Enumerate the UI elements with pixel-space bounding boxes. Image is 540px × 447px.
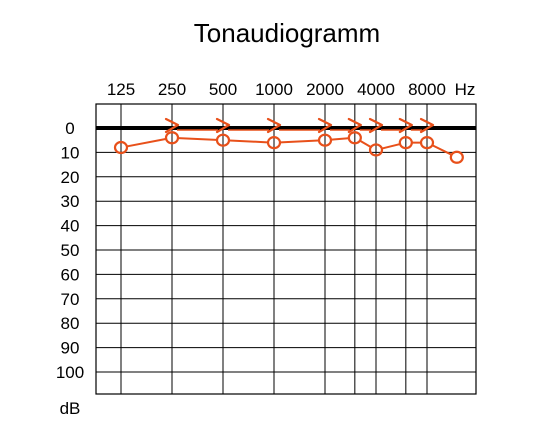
x-unit-label: Hz [455, 80, 476, 99]
data-point-chevron [317, 117, 333, 134]
y-unit-label: dB [60, 399, 81, 418]
data-point-chevron [398, 117, 413, 134]
series-line-segment [432, 144, 452, 156]
series-line-segment [229, 139, 268, 144]
series-line-segment [331, 137, 349, 141]
y-tick-label: 20 [61, 168, 80, 187]
data-point-chevron [164, 117, 180, 134]
series-line-segment [359, 140, 371, 148]
plot-border [95, 103, 477, 395]
series-circle [113, 131, 464, 164]
series-layer [113, 117, 464, 164]
x-tick-label: 8000 [408, 80, 446, 99]
series-chevron-right [164, 117, 435, 134]
series-line-segment [382, 143, 400, 150]
y-tick-label: 10 [61, 143, 80, 162]
y-tick-label: 30 [61, 192, 80, 211]
x-tick-label: 500 [209, 80, 237, 99]
x-tick-label: 4000 [357, 80, 395, 99]
data-point-chevron [419, 117, 435, 134]
data-point-chevron [215, 117, 231, 134]
series-line-segment [280, 139, 319, 144]
x-tick-label: 2000 [306, 80, 344, 99]
data-point-circle [368, 143, 384, 157]
y-tick-label: 80 [61, 314, 80, 333]
data-point-circle [113, 140, 129, 155]
data-point-circle [419, 136, 435, 150]
y-tick-label: 0 [65, 119, 74, 138]
y-tick-label: 60 [61, 265, 80, 284]
data-point-chevron [368, 117, 384, 134]
data-point-circle [164, 131, 180, 145]
data-point-circle [317, 133, 333, 147]
chart-title: Tonaudiogramm [194, 18, 380, 48]
y-tick-label: 90 [61, 339, 80, 358]
series-line-segment [127, 137, 166, 148]
data-point-circle [398, 136, 413, 150]
x-tick-label: 125 [107, 80, 135, 99]
data-point-circle [215, 133, 231, 147]
y-tick-label: 40 [61, 217, 80, 236]
y-tick-label: 100 [56, 363, 84, 382]
data-point-circle [347, 131, 362, 145]
data-point-circle [449, 150, 464, 164]
y-tick-label: 50 [61, 241, 80, 260]
grid [95, 103, 477, 395]
x-tick-label: 1000 [255, 80, 293, 99]
series-line-segment [178, 137, 217, 141]
data-point-chevron [347, 117, 362, 134]
data-point-chevron [266, 117, 282, 134]
data-point-circle [266, 136, 282, 150]
y-axis-ticks: 0 10 20 30 40 50 60 70 80 90 100 [56, 119, 84, 382]
x-tick-label: 250 [158, 80, 186, 99]
x-axis-ticks: 125 250 500 1000 2000 4000 8000 [107, 80, 446, 99]
y-tick-label: 70 [61, 290, 80, 309]
